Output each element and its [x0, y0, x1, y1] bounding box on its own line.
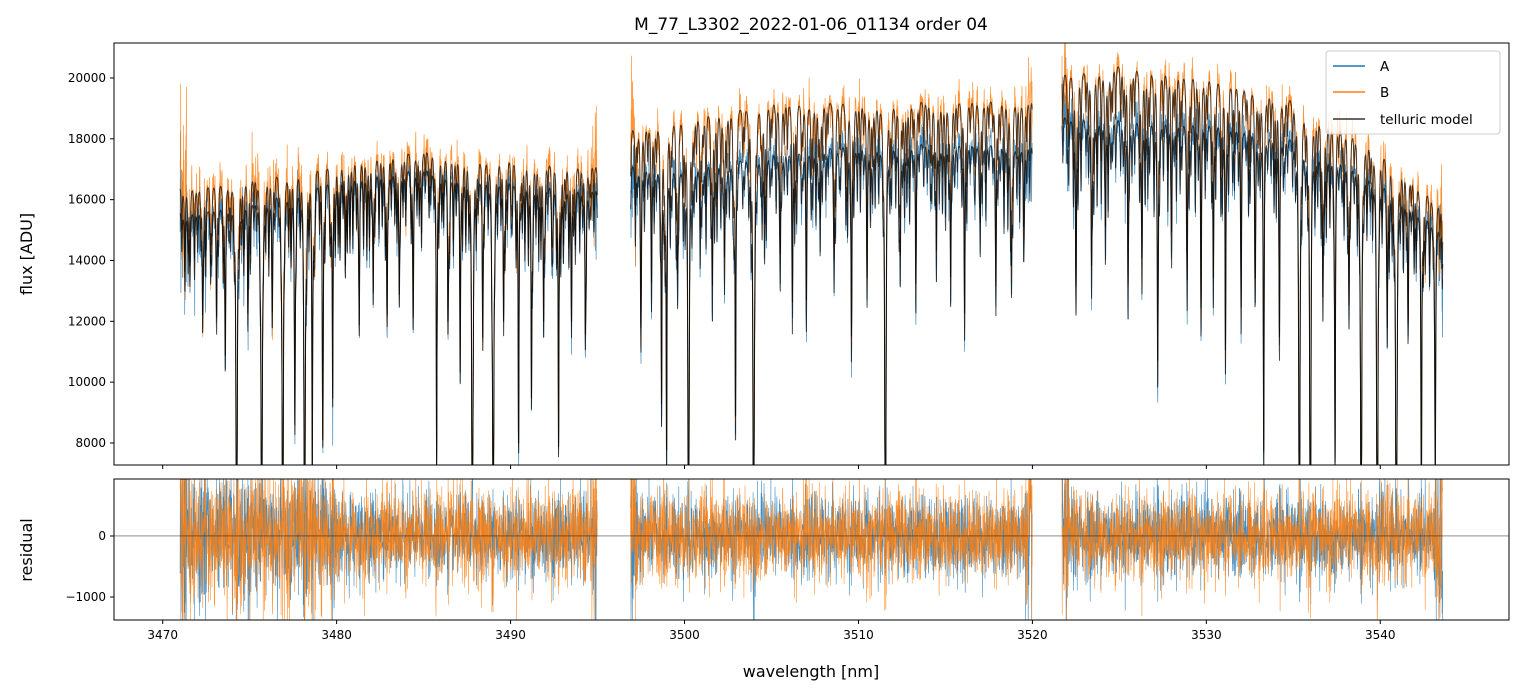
telluric-model-b-line: [179, 66, 1444, 465]
residual-axes-frame: [113, 478, 1510, 621]
spectrum-panel: [179, 43, 1444, 465]
y-tick-label: 20000: [68, 71, 106, 85]
y-tick-label: 8000: [75, 436, 106, 450]
x-tick-label: 3530: [1191, 628, 1222, 642]
x-tick-label: 3470: [147, 628, 178, 642]
residual-y-tick-label: −1000: [65, 590, 106, 604]
residual-b-line: [179, 479, 1443, 620]
legend-label-b: B: [1380, 85, 1389, 101]
y-tick-label: 10000: [68, 375, 106, 389]
residual-panel: [114, 479, 1509, 620]
x-tick-label: 3510: [843, 628, 874, 642]
y-tick-label: 14000: [68, 253, 106, 267]
chart-title: M_77_L3302_2022-01-06_01134 order 04: [634, 15, 988, 35]
x-tick-label: 3490: [495, 628, 526, 642]
x-tick-label: 3520: [1017, 628, 1048, 642]
y-tick-label: 12000: [68, 314, 106, 328]
legend-label-model: telluric model: [1380, 112, 1473, 128]
x-tick-label: 3500: [669, 628, 700, 642]
spectrum-axes-frame: [113, 42, 1510, 466]
x-axis-label: wavelength [nm]: [743, 662, 880, 681]
x-tick-label: 3540: [1365, 628, 1396, 642]
series-a-line: [179, 57, 1444, 465]
legend-label-a: A: [1380, 59, 1390, 75]
y-axis-label-residual: residual: [17, 518, 36, 581]
y-tick-label: 18000: [68, 132, 106, 146]
x-tick-label: 3480: [321, 628, 352, 642]
y-tick-label: 16000: [68, 193, 106, 207]
legend: A B telluric model: [1325, 50, 1501, 135]
residual-y-tick-label: 0: [98, 529, 106, 543]
y-axis-label-flux: flux [ADU]: [17, 213, 36, 295]
